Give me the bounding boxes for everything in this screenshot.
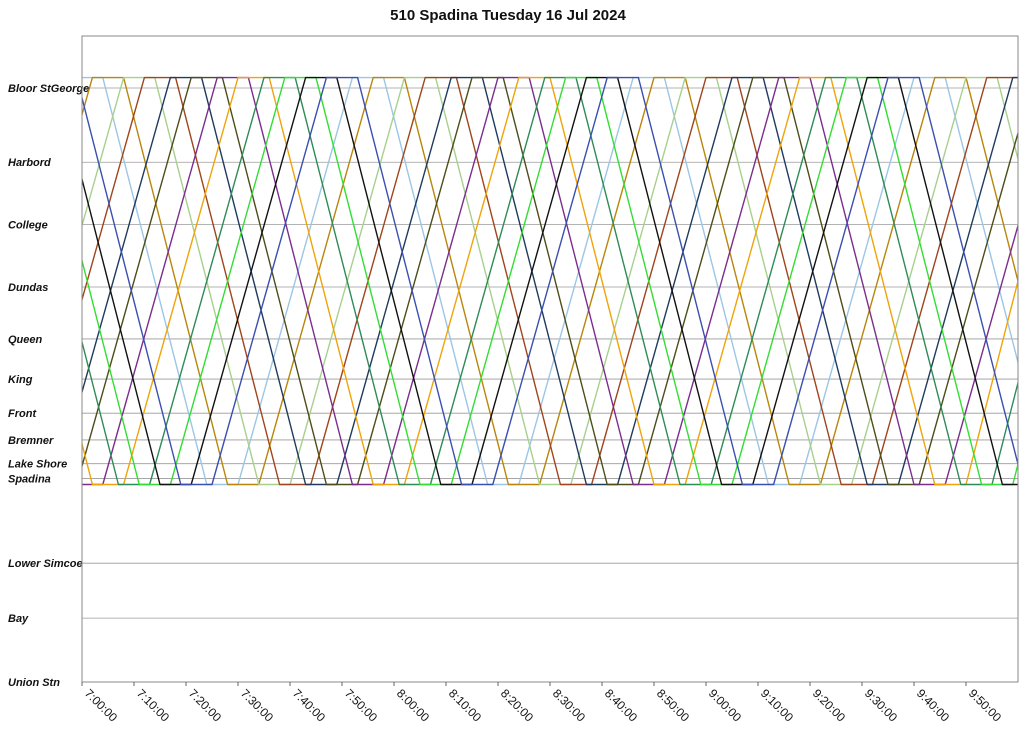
station-label: King [8,374,33,386]
station-labels: Bloor StGeorge Harbord College Dundas Queen K… [8,83,89,689]
station-label: Spadina [8,474,51,486]
station-label: Bay [8,613,29,625]
vehicle-line-7 [82,76,1018,486]
x-axis: 7:00:00 7:10:00 7:20:00 7:30:00 7:40:00 7:50:… [81,682,1004,725]
x-tick-label: 7:50:00 [342,686,380,724]
vehicle-line-1 [82,76,1018,486]
x-tick-label: 7:10:00 [134,686,172,724]
station-gridlines [82,87,1018,619]
station-label: Bremner [8,435,54,447]
x-tick-label: 8:20:00 [498,686,536,724]
station-label: Lake Shore [8,459,67,471]
x-tick-label: 7:30:00 [238,686,276,724]
x-tick-label: 9:40:00 [914,686,952,724]
station-label: Union Stn [8,677,60,689]
station-label: College [8,220,48,232]
x-tick-label: 8:30:00 [550,686,588,724]
x-tick-label: 9:30:00 [862,686,900,724]
x-tick-label: 7:40:00 [290,686,328,724]
vehicle-line-9 [82,76,1018,486]
station-label: Bloor StGeorge [8,83,89,95]
station-label: Lower Simcoe [8,558,83,570]
vehicle-line-8 [82,76,1018,486]
x-tick-label: 8:10:00 [446,686,484,724]
x-tick-label: 8:50:00 [654,686,692,724]
x-tick-label: 8:00:00 [394,686,432,724]
station-label: Queen [8,334,43,346]
x-tick-label: 7:00:00 [82,686,120,724]
station-label: Harbord [8,157,51,169]
station-label: Front [8,408,37,420]
station-label: Dundas [8,282,48,294]
x-tick-label: 7:20:00 [186,686,224,724]
x-tick-label: 8:40:00 [602,686,640,724]
vehicle-line-12 [82,76,1018,486]
vehicle-line-11 [82,76,1018,486]
x-tick-label: 9:20:00 [810,686,848,724]
x-tick-label: 9:10:00 [758,686,796,724]
x-tick-label: 9:00:00 [706,686,744,724]
vehicle-line-2 [82,76,1018,486]
x-tick-label: 9:50:00 [966,686,1004,724]
vehicle-lines [82,76,1018,486]
chart-title: 510 Spadina Tuesday 16 Jul 2024 [390,7,626,24]
vehicle-line-10 [82,76,1018,486]
